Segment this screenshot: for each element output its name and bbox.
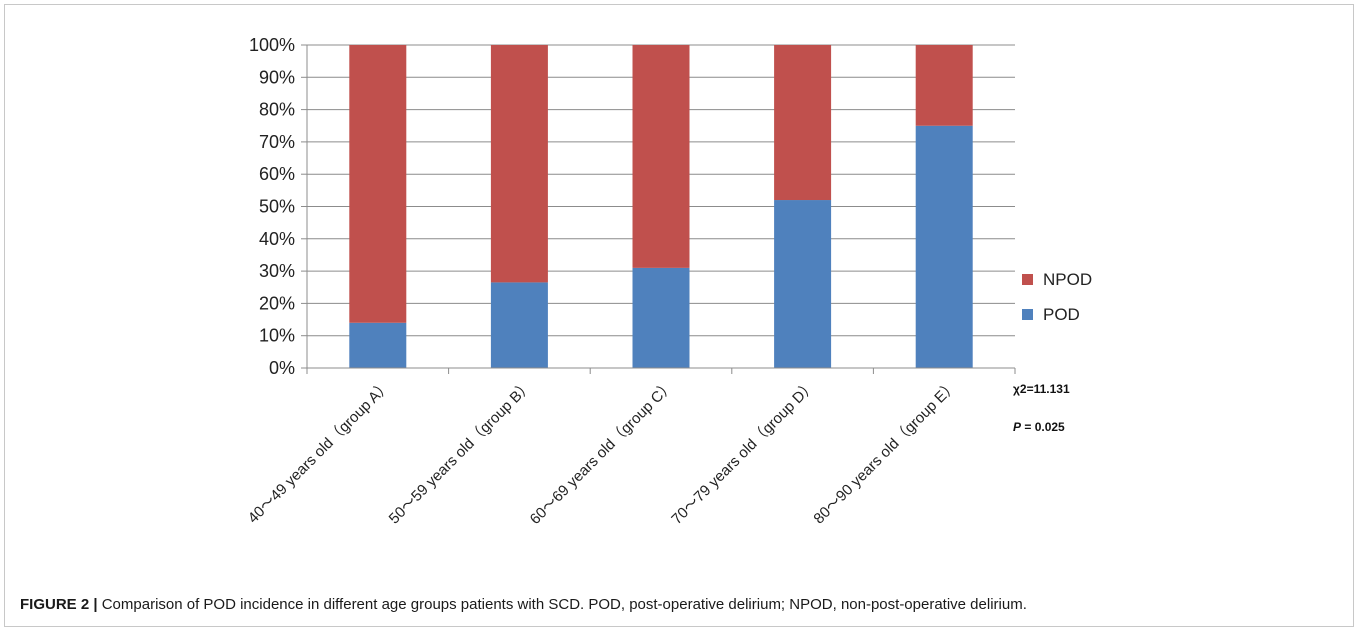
y-tick-label: 90% xyxy=(259,67,295,87)
legend: NPOD POD xyxy=(1022,270,1092,324)
bar-pod xyxy=(349,322,407,368)
axes xyxy=(306,45,1016,374)
bar-npod xyxy=(774,45,832,201)
y-tick-label: 20% xyxy=(259,293,295,313)
x-tick-label: 60～69 years old（group C） xyxy=(527,377,678,528)
x-tick-label: 40～49 years old（group A） xyxy=(245,377,395,527)
x-tick-label: 50～59 years old（group B） xyxy=(386,377,537,528)
y-tick-label: 60% xyxy=(259,164,295,184)
y-tick-label: 70% xyxy=(259,132,295,152)
x-tick-labels: 40～49 years old（group A）50～59 years old（… xyxy=(245,377,961,528)
bars xyxy=(349,45,973,368)
p-value-label: P = 0.025 xyxy=(1013,420,1065,434)
y-tick-label: 50% xyxy=(259,197,295,217)
bar-pod xyxy=(632,267,690,368)
bar-pod xyxy=(774,200,832,368)
bar-pod xyxy=(490,282,548,368)
bar-npod xyxy=(490,45,548,283)
y-tick-label: 10% xyxy=(259,326,295,346)
figure-frame xyxy=(4,4,1354,627)
y-tick-label: 30% xyxy=(259,261,295,281)
caption-label: FIGURE 2 | xyxy=(20,596,98,613)
bar-pod xyxy=(915,125,973,368)
bar-npod xyxy=(915,45,973,126)
legend-swatch-npod xyxy=(1022,274,1033,285)
y-tick-label: 0% xyxy=(269,358,295,378)
bar-npod xyxy=(349,45,407,323)
x-tick-label: 80～90 years old（group E） xyxy=(810,377,961,528)
legend-swatch-pod xyxy=(1022,309,1033,320)
p-value: = 0.025 xyxy=(1021,420,1065,434)
bar-npod xyxy=(632,45,690,268)
y-tick-label: 100% xyxy=(249,35,295,55)
legend-label-pod: POD xyxy=(1043,305,1080,324)
y-tick-labels: 0% 10% 20% 30% 40% 50% 60% 70% 80% 90% 100% xyxy=(249,35,295,378)
chi-square-label: χ2=11.131 xyxy=(1013,382,1070,396)
caption-text: Comparison of POD incidence in different… xyxy=(97,596,1027,613)
figure-caption: FIGURE 2 | Comparison of POD incidence i… xyxy=(20,596,1027,613)
legend-label-npod: NPOD xyxy=(1043,270,1092,289)
p-symbol: P xyxy=(1013,420,1022,434)
x-tick-label: 70～79 years old（group D） xyxy=(668,377,819,528)
y-tick-label: 40% xyxy=(259,229,295,249)
y-tick-label: 80% xyxy=(259,100,295,120)
statistics-annotation: χ2=11.131 P = 0.025 xyxy=(1013,382,1070,434)
